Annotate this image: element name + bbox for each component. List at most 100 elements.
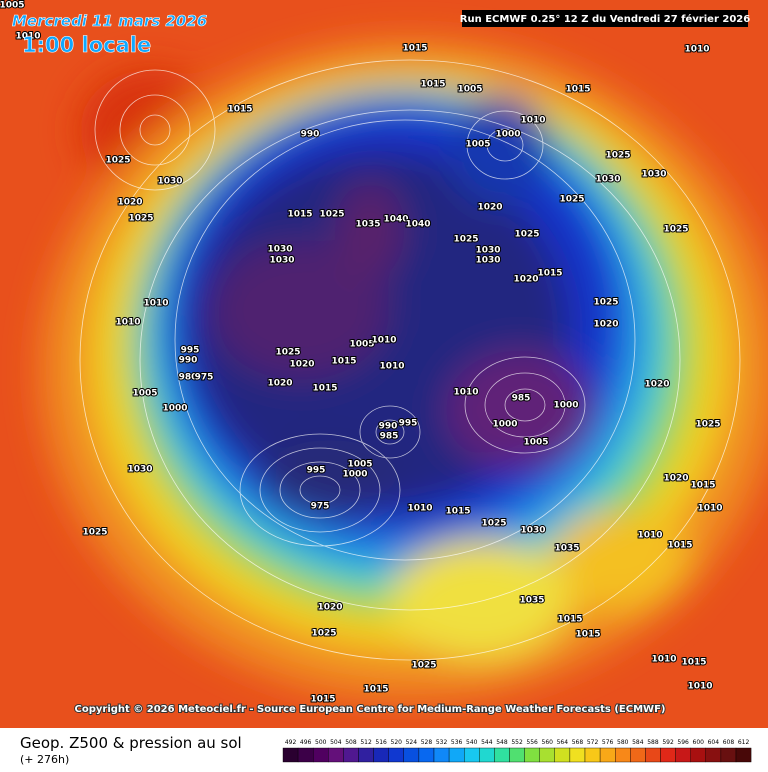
isobar-label: 1000 <box>492 420 517 430</box>
isobar-label: 1015 <box>667 541 692 551</box>
isobar-label: 1010 <box>379 362 404 372</box>
isobar-label: 1035 <box>355 220 380 230</box>
isobar-label: 1025 <box>593 298 618 308</box>
run-info: Run ECMWF 0.25° 12 Z du Vendredi 27 févr… <box>460 13 750 25</box>
copyright: Copyright © 2026 Meteociel.fr - Source E… <box>75 704 666 715</box>
isobar-label: 990 <box>301 130 320 140</box>
isobar-label: 1010 <box>453 388 478 398</box>
background-field <box>0 0 768 728</box>
isobar-label: 1000 <box>162 404 187 414</box>
isobar-label: 980 <box>179 373 198 383</box>
isobar-label: 1030 <box>267 245 292 255</box>
colorbar-label: 548 <box>496 739 508 746</box>
isobar-label: 1020 <box>317 603 342 613</box>
colorbar-swatch <box>569 747 586 763</box>
isobar-label: 1030 <box>475 256 500 266</box>
isobar-label: 975 <box>195 373 214 383</box>
isobar-label: 990 <box>179 356 198 366</box>
isobar-label: 1010 <box>371 336 396 346</box>
colorbar-swatch <box>403 747 420 763</box>
isobar-label: 1015 <box>681 658 706 668</box>
colorbar-label: 532 <box>436 739 448 746</box>
isobar-label: 1015 <box>363 685 388 695</box>
local-time: 1:00 locale <box>22 33 151 57</box>
isobar-label: 1030 <box>520 526 545 536</box>
isobar-label: 990 <box>379 422 398 432</box>
isobar-label: 1020 <box>513 275 538 285</box>
colorbar-swatch <box>554 747 571 763</box>
colorbar-swatch <box>509 747 525 763</box>
isobar-label: 1030 <box>475 246 500 256</box>
isobar-label: 995 <box>181 346 200 356</box>
colorbar-swatch <box>524 747 540 763</box>
colorbar-label: 612 <box>738 739 750 746</box>
isobar-label: 1025 <box>481 519 506 529</box>
isobar-label: 1040 <box>383 215 408 225</box>
colorbar-label: 560 <box>542 739 554 746</box>
isobar-label: 1015 <box>312 384 337 394</box>
colorbar-label: 516 <box>375 739 387 746</box>
isobar-label: 1020 <box>117 198 142 208</box>
colorbar-label: 596 <box>677 739 689 746</box>
colorbar-label: 524 <box>406 739 418 746</box>
colorbar-swatch <box>660 747 676 763</box>
colorbar-label: 520 <box>391 739 403 746</box>
colorbar-swatch <box>479 747 495 763</box>
colorbar-label: 496 <box>300 739 312 746</box>
isobar-label: 1015 <box>227 105 252 115</box>
isobar-label: 1020 <box>593 320 618 330</box>
isobar-label: 1025 <box>695 420 720 430</box>
colorbar-swatch <box>358 747 374 763</box>
isobar-label: 1025 <box>663 225 688 235</box>
isobar-label: 1015 <box>287 210 312 220</box>
isobar-label: 995 <box>399 419 418 429</box>
isobar-label: 975 <box>311 502 330 512</box>
isobar-label: 1035 <box>519 596 544 606</box>
isobar-label: 1025 <box>559 195 584 205</box>
isobar-label: 1015 <box>331 357 356 367</box>
isobar-label: 1025 <box>605 151 630 161</box>
colorbar-label: 540 <box>466 739 478 746</box>
colorbar-swatch <box>433 747 450 763</box>
isobar-label: 1025 <box>82 528 107 538</box>
isobar-label: 1015 <box>690 481 715 491</box>
run-box <box>462 10 748 27</box>
isobar-label: 1010 <box>651 655 676 665</box>
isobar-label: 1000 <box>495 130 520 140</box>
colorbar-swatch <box>328 747 344 763</box>
colorbar-swatch <box>735 747 752 763</box>
isobar-label: 1015 <box>565 85 590 95</box>
isobar-label: 995 <box>307 466 326 476</box>
isobar-label: 1035 <box>554 544 579 554</box>
colorbar-swatch <box>690 747 707 763</box>
colorbar-swatch <box>313 747 329 763</box>
colorbar-label: 588 <box>647 739 659 746</box>
isobar-label: 1030 <box>157 177 182 187</box>
isobar-label: 985 <box>380 432 399 442</box>
isobar-label: 1015 <box>445 507 470 517</box>
colorbar-swatch <box>343 747 359 763</box>
colorbar-swatch <box>494 747 510 763</box>
isobar-label: 1010 <box>115 318 140 328</box>
colorbar-label: 500 <box>315 739 327 746</box>
colorbar-swatch <box>464 747 480 763</box>
isobar-label: 1030 <box>595 175 620 185</box>
colorbar: 492 496 500 504 508 512 516 520 524 528 532 536 540 5… <box>282 739 752 763</box>
isobar-label: 1030 <box>269 256 294 266</box>
isobar-label: 1010 <box>407 504 432 514</box>
isobar-label: 1000 <box>553 401 578 411</box>
isobar-label: 1010 <box>520 116 545 126</box>
colorbar-label: 584 <box>632 739 644 746</box>
isobar-label: 1015 <box>575 630 600 640</box>
isobar-label: 1015 <box>420 80 445 90</box>
isobar-label: 1010 <box>697 504 722 514</box>
colorbar-swatch <box>297 747 314 763</box>
colorbar-swatch <box>584 747 601 763</box>
colorbar-swatch <box>388 747 405 763</box>
isobar-label: 1000 <box>342 470 367 480</box>
isobar-label: 1005 <box>132 389 157 399</box>
colorbar-label: 576 <box>602 739 614 746</box>
colorbar-swatch <box>599 747 616 763</box>
